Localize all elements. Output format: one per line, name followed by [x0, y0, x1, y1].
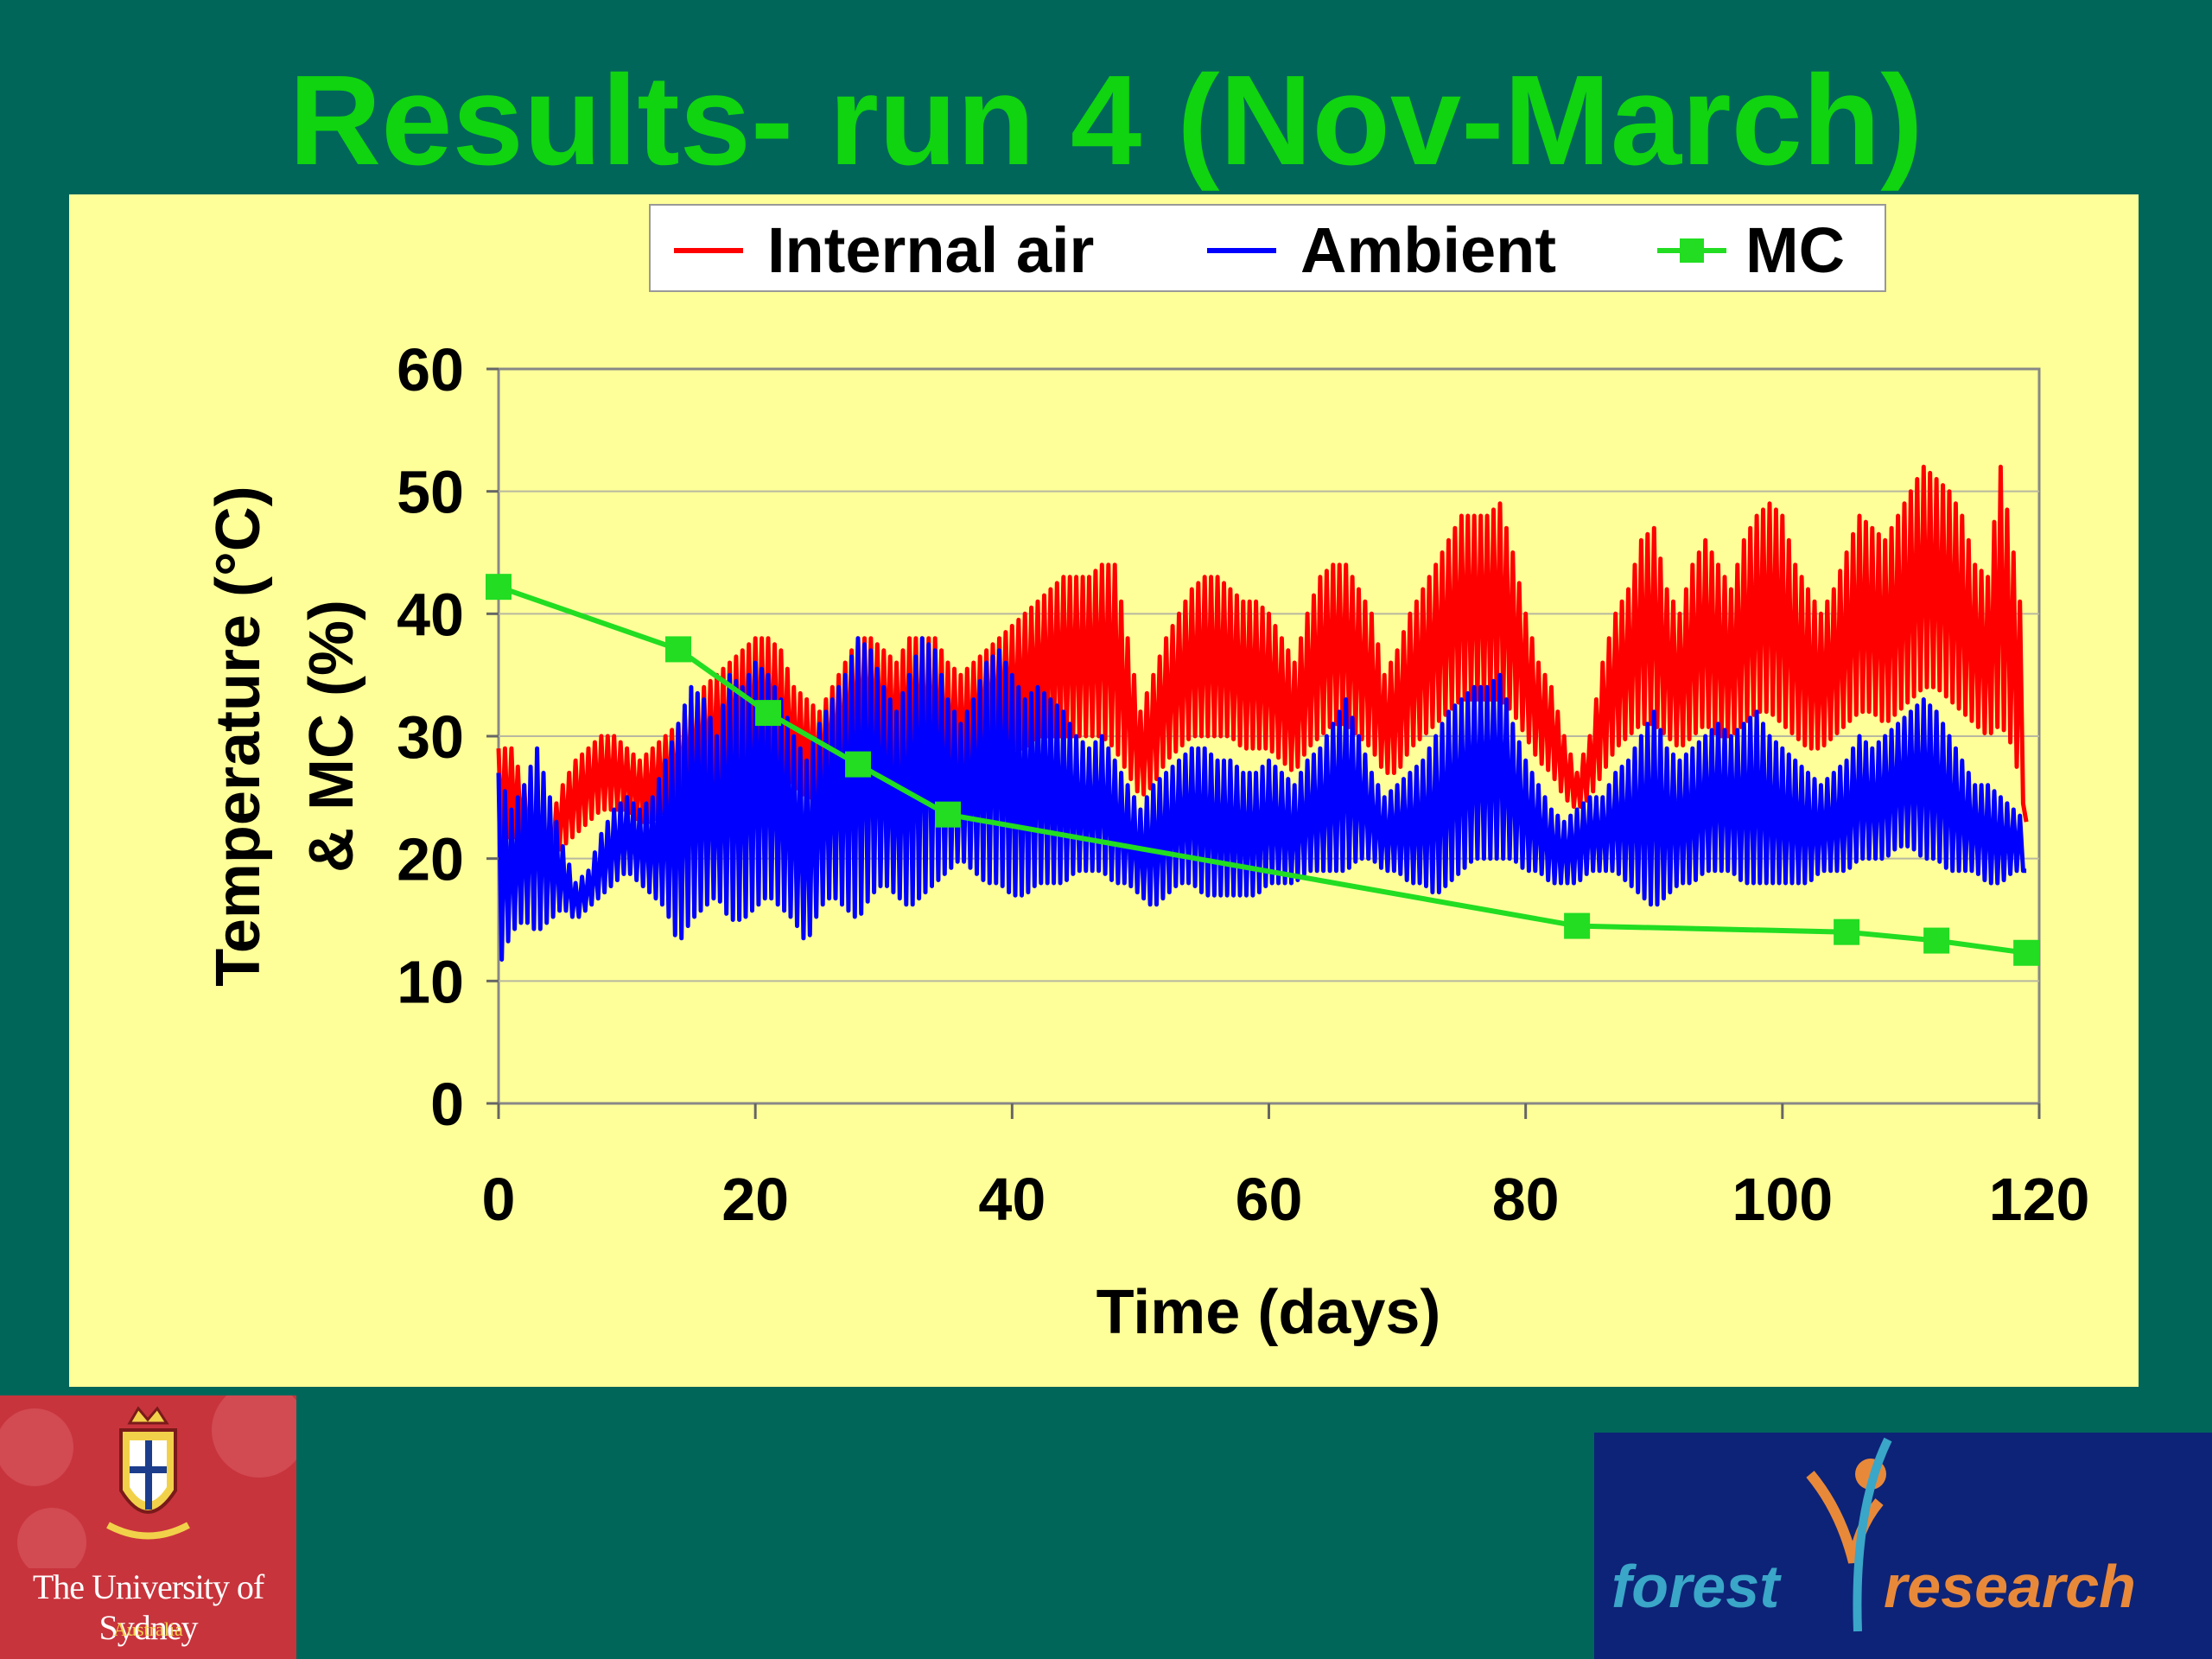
y-tick-label-60: 60: [397, 336, 464, 404]
data-point-mc-5: [1564, 912, 1591, 939]
x-tick-label-40: 40: [978, 1166, 1046, 1233]
data-point-mc-8: [2013, 939, 2040, 966]
series-line-ambient: [496, 636, 2027, 962]
university-of-sydney-logo: The University of Sydney Australia: [0, 1395, 296, 1659]
x-tick-label-0: 0: [482, 1166, 516, 1233]
x-axis-title: Time (days): [1096, 1278, 1441, 1347]
legend-label-ambient: Ambient: [1300, 214, 1556, 286]
data-point-mc-0: [486, 574, 512, 601]
chart-panel: 0 10 20 30 40 50 60 0 20 40 60 80 100 120 Internal ai…: [69, 194, 2139, 1387]
x-tick-label-100: 100: [1732, 1166, 1833, 1233]
x-tick-label-80: 80: [1492, 1166, 1560, 1233]
y-tick-label-10: 10: [397, 948, 464, 1015]
forest-research-logo: forest research: [1594, 1433, 2212, 1659]
legend-label-internal-air: Internal air: [767, 214, 1094, 286]
figure-swoosh-icon: [1806, 1437, 1892, 1632]
slide-title: Results- run 4 (Nov-March): [289, 49, 1923, 192]
research-word: research: [1884, 1553, 2136, 1620]
crest-icon: [0, 1395, 296, 1568]
y-axis-title-line-1: Temperature (°C): [204, 486, 273, 987]
data-point-mc-1: [665, 636, 692, 663]
legend-marker-mc: [1680, 238, 1704, 263]
data-point-mc-6: [1834, 918, 1860, 945]
x-tick-label-60: 60: [1236, 1166, 1303, 1233]
y-tick-label-30: 30: [397, 703, 464, 771]
y-tick-label-20: 20: [397, 826, 464, 893]
x-tick-label-20: 20: [721, 1166, 789, 1233]
university-name: The University of Sydney: [32, 1567, 264, 1647]
data-point-mc-3: [845, 751, 872, 778]
y-axis-title-line-2: & MC (%): [297, 600, 366, 873]
data-point-mc-2: [755, 700, 782, 727]
x-tick-label-120: 120: [1989, 1166, 2090, 1233]
y-tick-label-50: 50: [397, 459, 464, 526]
data-point-mc-4: [935, 801, 962, 828]
data-point-mc-7: [1923, 927, 1950, 954]
legend-label-mc: MC: [1745, 214, 1845, 286]
y-tick-label-0: 0: [430, 1071, 464, 1138]
y-tick-label-40: 40: [397, 581, 464, 648]
university-country: Australia: [113, 1618, 183, 1640]
forest-word: forest: [1611, 1553, 1780, 1620]
line-chart: 0 10 20 30 40 50 60 0 20 40 60 80 100 120 Internal ai…: [204, 204, 2090, 1347]
